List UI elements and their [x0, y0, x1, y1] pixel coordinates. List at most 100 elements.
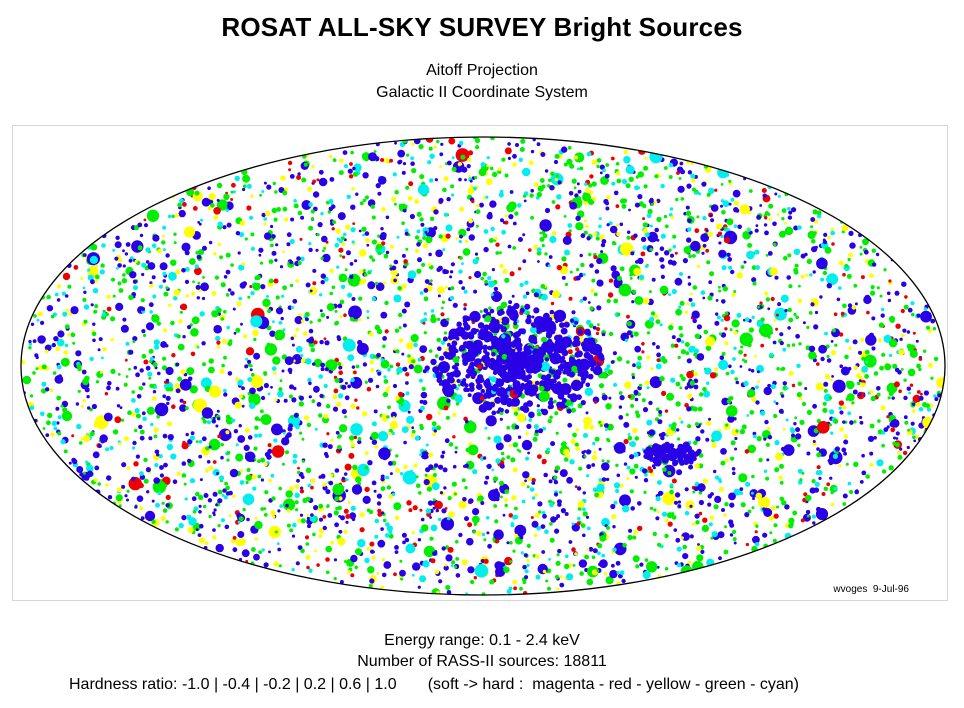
source-dot: [79, 472, 84, 477]
source-dot: [318, 528, 324, 534]
source-dot: [694, 513, 700, 519]
source-dot: [499, 480, 504, 486]
source-dot: [440, 142, 444, 146]
source-dot: [644, 156, 648, 160]
source-dot: [493, 504, 498, 508]
source-dot: [718, 332, 722, 336]
source-dot: [223, 193, 230, 200]
source-dot: [115, 235, 120, 240]
source-dot: [720, 204, 723, 208]
source-dot: [903, 395, 908, 401]
source-dot: [656, 238, 660, 242]
source-dot: [84, 387, 90, 393]
source-dot: [502, 513, 506, 517]
source-dot: [213, 252, 217, 256]
source-dot: [254, 416, 260, 421]
source-dot: [36, 318, 40, 322]
source-dot: [503, 434, 512, 443]
source-dot: [440, 517, 455, 531]
source-dot: [201, 296, 206, 301]
source-dot: [307, 483, 312, 488]
source-dot: [918, 367, 922, 372]
source-dot: [416, 211, 422, 217]
source-dot: [384, 329, 389, 334]
source-dot: [543, 312, 550, 320]
source-dot: [598, 447, 602, 451]
source-dot: [561, 256, 567, 262]
source-dot: [235, 443, 239, 447]
source-dot: [687, 275, 691, 279]
source-dot: [247, 359, 252, 364]
source-dot: [722, 200, 730, 208]
source-dot: [539, 236, 545, 242]
source-dot: [554, 528, 560, 534]
source-dot: [641, 350, 645, 354]
source-dot: [97, 348, 101, 352]
source-dot: [407, 195, 413, 201]
source-dot: [514, 425, 520, 430]
source-dot: [529, 193, 534, 198]
source-dot: [662, 467, 667, 472]
source-dot: [330, 438, 334, 442]
source-dot: [455, 402, 460, 406]
source-dot: [892, 363, 898, 369]
source-dot: [453, 492, 457, 496]
source-dot: [549, 383, 556, 390]
source-dot: [756, 370, 760, 374]
source-dot: [830, 350, 837, 356]
source-dot: [739, 332, 753, 346]
source-dot: [359, 527, 365, 533]
source-dot: [485, 178, 493, 186]
source-dot: [583, 450, 587, 453]
source-dot: [430, 358, 437, 366]
source-dot: [716, 315, 721, 320]
source-dot: [213, 508, 217, 512]
source-dot: [216, 199, 228, 211]
source-dot: [451, 560, 455, 564]
source-dot: [195, 440, 199, 444]
source-dot: [402, 208, 407, 213]
source-dot: [428, 146, 433, 151]
source-dot: [283, 398, 288, 403]
source-dot: [619, 570, 625, 576]
source-dot: [126, 489, 130, 493]
source-dot: [514, 533, 519, 538]
source-dot: [567, 393, 572, 399]
source-dot: [115, 302, 124, 311]
source-dot: [218, 475, 225, 481]
source-dot: [591, 278, 596, 283]
source-dot: [393, 202, 397, 206]
source-dot: [568, 540, 573, 544]
source-dot: [747, 342, 752, 348]
source-dot: [80, 437, 84, 441]
source-dot: [566, 454, 570, 459]
source-dot: [782, 427, 786, 431]
source-dot: [398, 312, 403, 318]
source-dot: [439, 152, 444, 157]
source-dot: [347, 384, 352, 389]
source-dot: [859, 415, 863, 420]
source-dot: [107, 495, 113, 500]
source-dot: [838, 260, 844, 266]
source-dot: [548, 255, 553, 259]
source-dot: [728, 179, 732, 183]
source-dot: [480, 162, 486, 167]
source-dot: [661, 390, 667, 396]
source-dot: [400, 577, 404, 581]
source-dot: [37, 311, 43, 317]
source-dot: [464, 419, 469, 424]
source-dot: [644, 473, 648, 477]
source-dot: [859, 252, 863, 256]
source-dot: [442, 467, 448, 473]
source-dot: [338, 529, 343, 534]
source-dot: [684, 386, 689, 390]
source-dot: [366, 546, 371, 551]
source-dot: [554, 153, 560, 159]
source-dot: [323, 413, 329, 419]
source-dot: [438, 234, 443, 239]
source-dot: [533, 533, 538, 537]
source-dot: [305, 467, 312, 473]
source-dot: [355, 364, 360, 369]
source-dot: [272, 320, 275, 324]
source-dot: [519, 405, 526, 411]
